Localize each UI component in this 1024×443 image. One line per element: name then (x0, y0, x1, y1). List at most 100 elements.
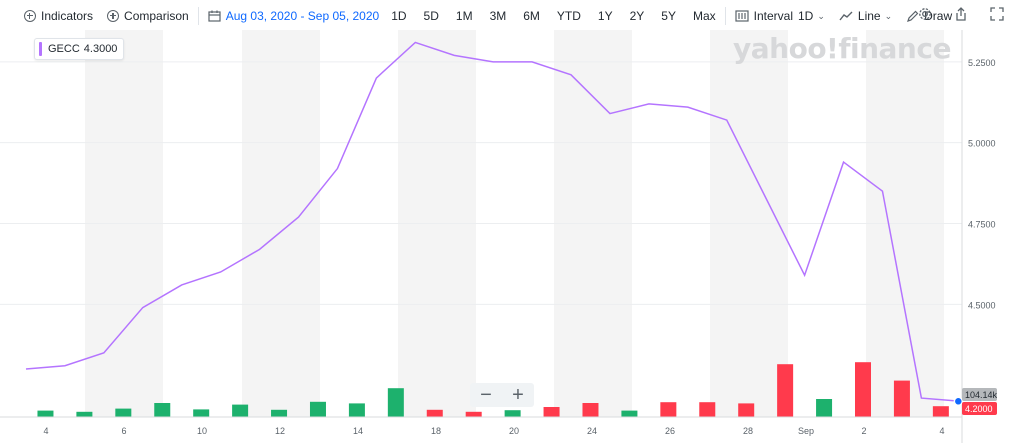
volume-bar (932, 406, 949, 417)
price-line (25, 41, 961, 403)
range-ytd-button[interactable]: YTD (556, 9, 581, 23)
x-tick-label: 10 (197, 426, 207, 436)
volume-label: 104.14k (965, 390, 998, 400)
draw-label: Draw (924, 9, 953, 23)
volume-bar (893, 380, 910, 417)
volume-bar (582, 403, 599, 417)
volume-bar (232, 404, 249, 417)
share-icon[interactable] (954, 7, 968, 21)
last-price-label: 4.2000 (965, 404, 993, 414)
interval-value: 1D (798, 9, 814, 23)
volume-bar (309, 401, 326, 417)
x-tick-label: 4 (43, 426, 48, 436)
y-axis: 5.2500 5.0000 4.7500 4.5000 (961, 30, 996, 443)
x-tick-label: 24 (587, 426, 597, 436)
range-max-button[interactable]: Max (692, 9, 716, 23)
range-1m-button[interactable]: 1M (455, 9, 473, 23)
x-tick-label: 12 (275, 426, 285, 436)
range-3m-button[interactable]: 3M (489, 9, 507, 23)
volume-bar (543, 407, 560, 417)
gear-icon[interactable] (918, 7, 932, 21)
y-tick-label: 5.2500 (968, 58, 996, 68)
plus-circle-icon (24, 10, 36, 22)
plus-circle-icon (107, 10, 120, 22)
x-tick-label: 6 (121, 426, 126, 436)
draw-button[interactable]: Draw (906, 9, 952, 23)
volume-bar (193, 409, 210, 417)
comparison-button[interactable]: Comparison (107, 9, 189, 23)
range-2y-button[interactable]: 2Y (629, 9, 645, 23)
volume-bar (37, 410, 54, 417)
x-tick-label: 20 (509, 426, 519, 436)
series-legend[interactable]: GECC 4.3000 (34, 38, 125, 60)
volume-bar (777, 364, 794, 417)
legend-value: 4.3000 (83, 43, 118, 55)
last-price-label-box (962, 402, 997, 415)
range-5d-button[interactable]: 5D (423, 9, 439, 23)
date-range-label: Aug 03, 2020 - Sep 05, 2020 (225, 9, 380, 23)
volume-bar (660, 402, 677, 417)
volume-bar (621, 410, 638, 417)
x-tick-label: 18 (431, 426, 441, 436)
toolbar-right-icons (918, 7, 1004, 21)
interval-dropdown[interactable]: Interval 1D ⌄ (735, 9, 825, 23)
price-series (25, 41, 964, 407)
x-tick-label: 14 (353, 426, 363, 436)
range-1y-button[interactable]: 1Y (597, 9, 613, 23)
yahoo-finance-logo: yahoo!finance (733, 32, 951, 65)
gridlines (0, 61, 962, 305)
volume-bar (465, 411, 482, 417)
fullscreen-icon[interactable] (990, 7, 1004, 21)
range-5y-button[interactable]: 5Y (661, 9, 676, 23)
interval-label: Interval (753, 9, 793, 23)
range-1d-button[interactable]: 1D (391, 9, 407, 23)
chevron-down-icon: ⌄ (817, 10, 825, 21)
x-axis: 4 6 10 12 14 18 20 24 26 28 Sep 2 4 (0, 416, 962, 436)
x-tick-label: 26 (665, 426, 675, 436)
volume-bar (271, 409, 288, 417)
range-buttons: 1D 5D 1M 3M 6M YTD 1Y 2Y 5Y Max (391, 9, 715, 23)
toolbar-divider (724, 7, 726, 25)
comparison-label: Comparison (124, 9, 189, 23)
y-tick-label: 4.7500 (968, 220, 996, 230)
toolbar-divider (197, 7, 199, 25)
y-tick-label: 4.5000 (968, 300, 996, 310)
volume-label-box (962, 388, 997, 401)
volume-bar (387, 388, 404, 417)
chevron-down-icon: ⌄ (884, 10, 893, 21)
x-tick-label: 4 (939, 426, 944, 436)
zoom-controls: − + (470, 383, 534, 407)
zoom-out-button[interactable]: − (480, 384, 492, 406)
volume-bar (348, 403, 365, 417)
volume-bar (816, 399, 833, 417)
pencil-icon (907, 10, 919, 22)
line-chart-icon (839, 11, 853, 21)
y-tick-label: 5.0000 (968, 139, 996, 149)
indicators-button[interactable]: Indicators (24, 9, 93, 23)
volume-bar (154, 403, 171, 417)
volume-bar (699, 402, 716, 417)
x-tick-label: 28 (743, 426, 753, 436)
price-labels: 104.14k 4.2000 (962, 388, 998, 415)
range-6m-button[interactable]: 6M (523, 9, 540, 23)
x-tick-label: 2 (861, 426, 866, 436)
legend-symbol: GECC (48, 43, 80, 55)
chart-type-label: Line (857, 9, 881, 23)
indicators-label: Indicators (41, 9, 94, 23)
last-price-marker (953, 396, 964, 407)
volume-bar (504, 410, 521, 417)
zoom-in-button[interactable]: + (512, 384, 524, 406)
legend-swatch (39, 42, 42, 56)
candlestick-icon (735, 10, 749, 22)
volume-bar (854, 362, 871, 417)
date-range-button[interactable]: Aug 03, 2020 - Sep 05, 2020 (208, 9, 379, 23)
volume-bar (76, 411, 93, 417)
calendar-icon (208, 10, 221, 22)
volume-bars (37, 362, 949, 417)
volume-bar (115, 408, 132, 417)
volume-bar (426, 409, 443, 417)
chart-toolbar: Indicators Comparison Aug 03, 2020 - Sep… (0, 0, 1024, 32)
volume-bar (738, 403, 755, 417)
chart-type-dropdown[interactable]: Line ⌄ (839, 9, 892, 23)
